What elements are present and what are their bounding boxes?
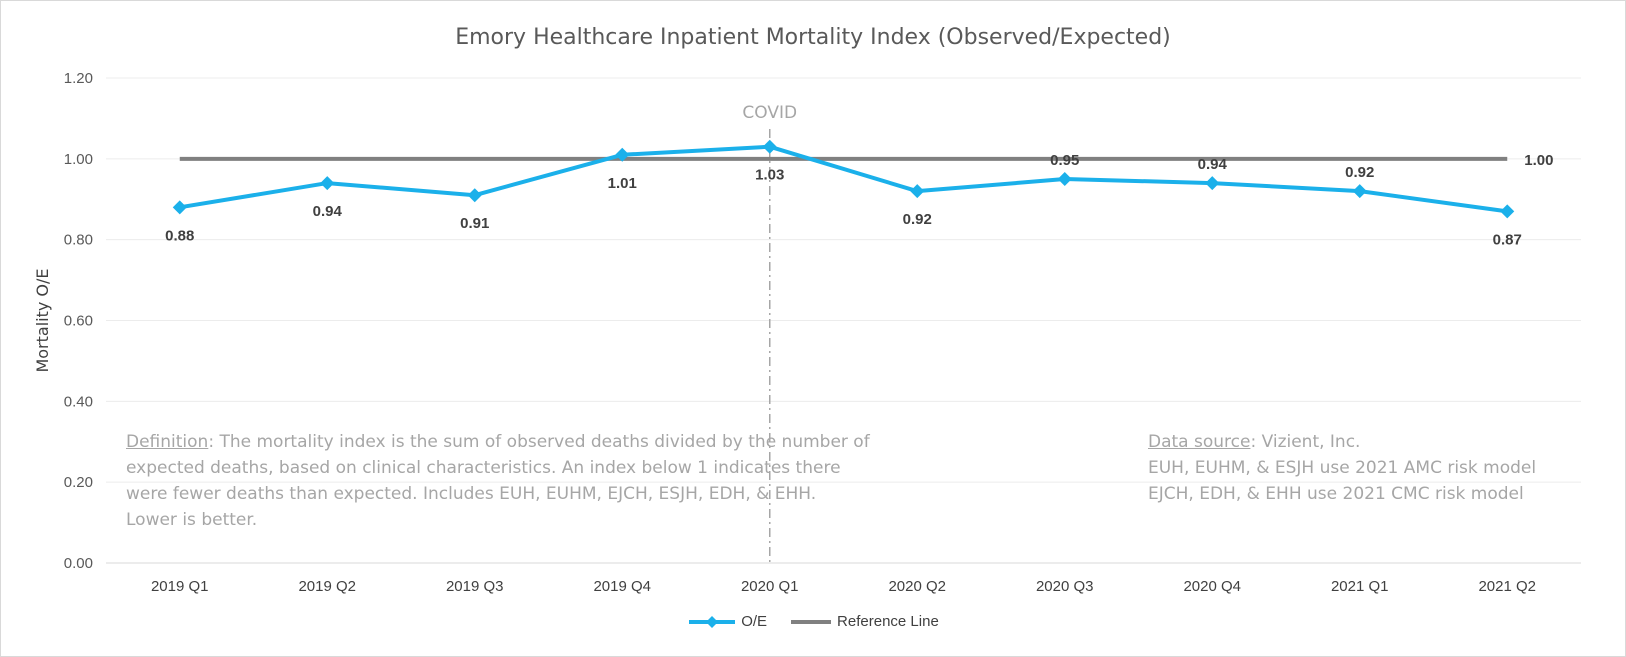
diamond-marker-icon (706, 615, 719, 628)
x-tick-label: 2020 Q1 (741, 578, 799, 595)
x-tick-label: 2020 Q4 (1183, 578, 1241, 595)
source-line-3: EJCH, EDH, & EHH use 2021 CMC risk model (1148, 484, 1524, 504)
legend-reference-swatch (791, 619, 832, 624)
x-tick-label: 2020 Q3 (1036, 578, 1094, 595)
y-tick-label: 0.20 (64, 474, 93, 491)
oe-data-point (1057, 172, 1072, 187)
oe-data-point (910, 184, 925, 199)
y-axis-label: Mortality O/E (33, 268, 52, 372)
oe-data-label: 0.94 (313, 203, 343, 220)
source-line-2: EUH, EUHM, & ESJH use 2021 AMC risk mode… (1148, 458, 1537, 478)
legend-oe-swatch (689, 615, 736, 628)
x-tick-label: 2019 Q1 (151, 578, 209, 595)
x-tick-label: 2020 Q2 (888, 578, 946, 595)
oe-data-label: 0.95 (1050, 152, 1079, 169)
source-note: Data source: Vizient, Inc. EUH, EUHM, & … (1148, 429, 1536, 507)
oe-data-point (1500, 204, 1515, 219)
definition-line-1: : The mortality index is the sum of obse… (208, 432, 870, 452)
oe-data-point (467, 188, 482, 203)
oe-data-point (615, 147, 630, 162)
oe-data-point (1205, 176, 1220, 191)
y-tick-label: 0.60 (64, 313, 93, 330)
y-tick-label: 0.00 (64, 555, 93, 572)
source-line-1: : Vizient, Inc. (1250, 432, 1361, 452)
oe-data-point (1352, 184, 1367, 199)
oe-data-label: 0.87 (1493, 231, 1522, 248)
definition-line-4: Lower is better. (126, 510, 258, 530)
legend-item-oe[interactable]: O/E (687, 613, 767, 630)
oe-data-point (172, 200, 187, 215)
oe-data-label: 1.03 (755, 167, 784, 184)
oe-data-label: 0.92 (1345, 164, 1374, 181)
covid-label: COVID (742, 103, 797, 123)
legend-reference-label: Reference Line (837, 613, 939, 630)
y-tick-label: 1.00 (64, 151, 93, 168)
y-tick-label: 1.20 (64, 70, 93, 87)
definition-line-2: expected deaths, based on clinical chara… (126, 458, 841, 478)
oe-data-label: 1.01 (608, 175, 637, 192)
oe-data-point (762, 139, 777, 154)
x-tick-label: 2019 Q3 (446, 578, 504, 595)
reference-line-label: 1.00 (1524, 152, 1553, 169)
oe-data-label: 0.94 (1198, 156, 1228, 173)
oe-data-label: 0.92 (903, 211, 932, 228)
chart-title: Emory Healthcare Inpatient Mortality Ind… (455, 25, 1171, 50)
x-tick-label: 2021 Q1 (1331, 578, 1389, 595)
definition-note: Definition: The mortality index is the s… (126, 429, 870, 533)
legend: O/E Reference Line (1, 613, 1625, 630)
definition-line-3: were fewer deaths than expected. Include… (126, 484, 817, 504)
oe-data-label: 0.88 (165, 227, 194, 244)
oe-data-point (320, 176, 335, 191)
y-tick-label: 0.40 (64, 393, 93, 410)
legend-item-reference[interactable]: Reference Line (789, 613, 939, 630)
legend-oe-label: O/E (741, 613, 768, 630)
x-tick-label: 2021 Q2 (1478, 578, 1536, 595)
source-label: Data source (1148, 432, 1251, 452)
definition-label: Definition (126, 432, 209, 452)
x-tick-label: 2019 Q4 (593, 578, 651, 595)
y-tick-label: 0.80 (64, 232, 93, 249)
oe-data-label: 0.91 (460, 215, 489, 232)
x-tick-label: 2019 Q2 (298, 578, 356, 595)
oe-series-line (179, 144, 1508, 214)
